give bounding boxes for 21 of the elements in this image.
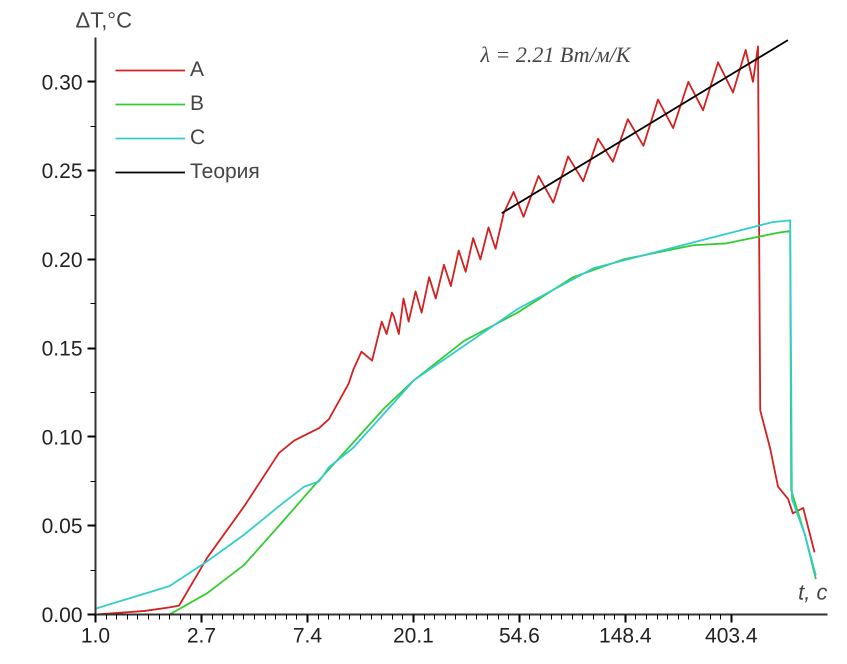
y-tick-label: 0.05 — [42, 515, 83, 538]
y-tick-label: 0.20 — [42, 248, 83, 272]
y-tick-label: 0.00 — [42, 604, 83, 627]
x-tick-label: 7.4 — [292, 624, 322, 648]
annotation: λ = 2.21 Вт/м/К — [480, 42, 632, 67]
legend-label: A — [190, 57, 206, 83]
x-tick-label: 2.7 — [186, 624, 216, 648]
y-tick-label: 0.10 — [42, 426, 83, 450]
x-tick-label: 20.1 — [392, 624, 434, 648]
y-tick-label: 0.25 — [42, 160, 83, 184]
x-tick-label: 1.0 — [80, 624, 110, 648]
legend-label: Теория — [190, 159, 260, 185]
y-axis-title: ΔT,°C — [76, 8, 132, 32]
x-axis-title: t, c — [798, 580, 828, 604]
y-tick-label: 0.30 — [42, 71, 83, 94]
legend-label: C — [190, 125, 206, 151]
x-tick-label: 148.4 — [599, 624, 652, 648]
y-tick-label: 0.15 — [42, 338, 83, 361]
x-tick-label: 54.6 — [498, 624, 540, 648]
x-tick-label: 403.4 — [705, 624, 758, 648]
legend-label: B — [190, 91, 206, 117]
